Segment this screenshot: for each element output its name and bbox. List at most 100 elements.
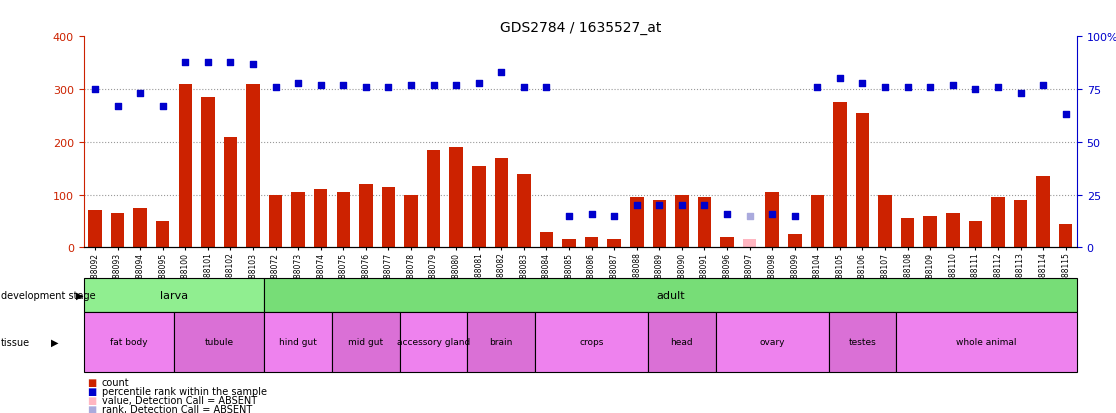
Bar: [84, 279, 264, 312]
Bar: [834, 103, 847, 248]
Title: GDS2784 / 1635527_at: GDS2784 / 1635527_at: [500, 21, 661, 35]
Point: [379, 84, 397, 91]
Text: mid gut: mid gut: [348, 337, 384, 346]
Text: tissue: tissue: [1, 337, 30, 347]
Text: value, Detection Call = ABSENT: value, Detection Call = ABSENT: [102, 395, 257, 405]
Text: ▶: ▶: [51, 337, 59, 347]
Point: [808, 84, 826, 91]
Point: [470, 80, 488, 87]
Point: [583, 211, 600, 217]
Bar: [426, 150, 441, 248]
Bar: [585, 237, 598, 248]
Bar: [134, 208, 147, 248]
Point: [1035, 82, 1052, 89]
Point: [560, 213, 578, 220]
Bar: [110, 214, 124, 248]
Bar: [84, 312, 174, 372]
Bar: [247, 85, 260, 248]
Text: tubule: tubule: [204, 337, 233, 346]
Bar: [404, 195, 417, 248]
Point: [831, 76, 849, 83]
Bar: [946, 214, 960, 248]
Text: testes: testes: [848, 337, 876, 346]
Point: [944, 82, 962, 89]
Bar: [743, 240, 757, 248]
Bar: [400, 312, 468, 372]
Text: ■: ■: [87, 386, 96, 396]
Point: [221, 59, 239, 66]
Bar: [991, 198, 1004, 248]
Point: [402, 82, 420, 89]
Point: [289, 80, 307, 87]
Bar: [337, 192, 350, 248]
Bar: [291, 192, 305, 248]
Point: [651, 202, 668, 209]
Bar: [653, 200, 666, 248]
Bar: [382, 187, 395, 248]
Bar: [494, 158, 508, 248]
Bar: [720, 237, 734, 248]
Bar: [766, 192, 779, 248]
Bar: [179, 85, 192, 248]
Bar: [314, 190, 327, 248]
Point: [989, 84, 1007, 91]
Point: [492, 70, 510, 76]
Text: hind gut: hind gut: [279, 337, 317, 346]
Point: [763, 211, 781, 217]
Bar: [698, 198, 711, 248]
Bar: [264, 279, 1077, 312]
Bar: [629, 198, 644, 248]
Text: ■: ■: [87, 404, 96, 413]
Bar: [540, 232, 554, 248]
Point: [854, 80, 872, 87]
Bar: [969, 221, 982, 248]
Text: ▶: ▶: [76, 290, 84, 300]
Point: [357, 84, 375, 91]
Bar: [468, 312, 536, 372]
Point: [605, 213, 623, 220]
Bar: [359, 185, 373, 248]
Bar: [878, 195, 892, 248]
Point: [199, 59, 217, 66]
Text: development stage: development stage: [1, 290, 96, 300]
Bar: [828, 312, 896, 372]
Text: whole animal: whole animal: [956, 337, 1017, 346]
Point: [538, 84, 556, 91]
Bar: [810, 195, 824, 248]
Point: [718, 211, 735, 217]
Point: [311, 82, 329, 89]
Text: crops: crops: [579, 337, 604, 346]
Point: [514, 84, 532, 91]
Text: larva: larva: [160, 290, 189, 300]
Text: head: head: [671, 337, 693, 346]
Point: [628, 202, 646, 209]
Point: [1057, 112, 1075, 119]
Text: ovary: ovary: [760, 337, 785, 346]
Bar: [715, 312, 828, 372]
Bar: [88, 211, 102, 248]
Bar: [201, 98, 214, 248]
Point: [244, 61, 262, 68]
Point: [786, 213, 804, 220]
Bar: [562, 240, 576, 248]
Bar: [1059, 224, 1072, 248]
Text: rank, Detection Call = ABSENT: rank, Detection Call = ABSENT: [102, 404, 252, 413]
Point: [741, 213, 759, 220]
Bar: [174, 312, 264, 372]
Point: [267, 84, 285, 91]
Bar: [517, 174, 531, 248]
Text: percentile rank within the sample: percentile rank within the sample: [102, 386, 267, 396]
Bar: [1013, 200, 1027, 248]
Bar: [856, 114, 869, 248]
Bar: [269, 195, 282, 248]
Bar: [536, 312, 648, 372]
Text: fat body: fat body: [110, 337, 147, 346]
Point: [335, 82, 353, 89]
Point: [695, 202, 713, 209]
Point: [922, 84, 940, 91]
Text: ■: ■: [87, 395, 96, 405]
Bar: [923, 216, 937, 248]
Bar: [901, 219, 914, 248]
Point: [448, 82, 465, 89]
Text: brain: brain: [490, 337, 513, 346]
